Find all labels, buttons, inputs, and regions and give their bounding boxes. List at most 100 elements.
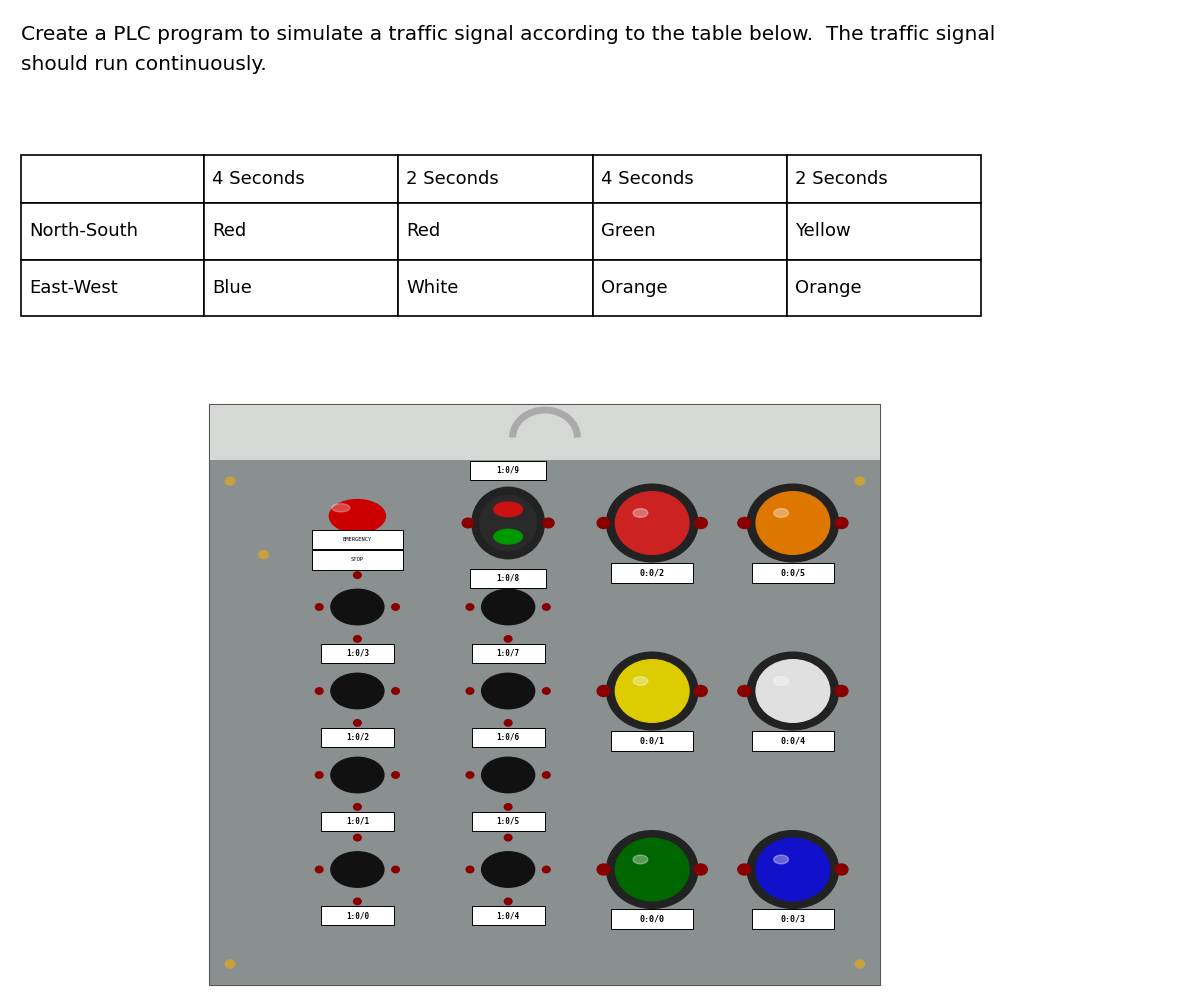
Bar [787, 203, 981, 260]
Bar [593, 260, 787, 316]
FancyBboxPatch shape [312, 550, 403, 569]
Circle shape [392, 772, 399, 779]
FancyBboxPatch shape [320, 643, 393, 662]
Circle shape [392, 604, 399, 610]
Circle shape [316, 604, 323, 610]
Text: Orange: Orange [795, 279, 862, 297]
FancyBboxPatch shape [470, 568, 545, 587]
Bar [204, 155, 398, 203]
Text: 0:0/0: 0:0/0 [640, 915, 664, 924]
Ellipse shape [482, 758, 535, 793]
FancyBboxPatch shape [471, 812, 544, 831]
Ellipse shape [332, 504, 350, 512]
Text: 0:0/2: 0:0/2 [640, 568, 664, 577]
Circle shape [543, 604, 550, 610]
Circle shape [597, 685, 610, 696]
Circle shape [225, 960, 234, 968]
Bar [593, 155, 787, 203]
Circle shape [747, 831, 839, 909]
Circle shape [343, 510, 372, 536]
FancyBboxPatch shape [611, 910, 694, 930]
Circle shape [694, 517, 707, 528]
Bar [21, 260, 204, 316]
Bar [398, 260, 593, 316]
Text: Create a PLC program to simulate a traffic signal according to the table below. : Create a PLC program to simulate a traff… [21, 25, 995, 44]
FancyBboxPatch shape [320, 906, 393, 925]
Ellipse shape [774, 855, 788, 864]
Text: Red: Red [212, 222, 246, 240]
Ellipse shape [330, 500, 385, 533]
FancyBboxPatch shape [752, 730, 834, 750]
FancyBboxPatch shape [471, 906, 544, 925]
FancyBboxPatch shape [752, 910, 834, 930]
Bar [210, 405, 880, 985]
Text: North-South: North-South [29, 222, 139, 240]
Circle shape [353, 635, 362, 642]
Ellipse shape [479, 495, 537, 551]
Circle shape [737, 517, 750, 528]
Ellipse shape [633, 676, 648, 685]
Circle shape [756, 492, 829, 554]
Circle shape [353, 719, 362, 726]
FancyBboxPatch shape [611, 563, 694, 583]
Circle shape [504, 656, 512, 662]
Circle shape [543, 687, 550, 694]
Circle shape [466, 687, 474, 694]
Bar [787, 155, 981, 203]
Circle shape [615, 659, 689, 722]
Ellipse shape [482, 589, 535, 624]
Bar [593, 203, 787, 260]
Circle shape [756, 839, 829, 901]
Text: 0:0/5: 0:0/5 [780, 568, 806, 577]
Ellipse shape [331, 673, 384, 708]
Text: 1:0/2: 1:0/2 [346, 732, 369, 741]
FancyBboxPatch shape [312, 530, 403, 549]
Circle shape [392, 867, 399, 873]
Bar [398, 203, 593, 260]
Circle shape [466, 772, 474, 779]
Circle shape [316, 867, 323, 873]
Ellipse shape [331, 852, 384, 887]
Circle shape [543, 867, 550, 873]
Text: 1:0/7: 1:0/7 [497, 648, 519, 657]
Circle shape [855, 477, 865, 485]
Circle shape [316, 772, 323, 779]
Circle shape [339, 508, 376, 538]
Bar [787, 260, 981, 316]
Circle shape [353, 835, 362, 841]
FancyBboxPatch shape [470, 461, 545, 480]
Circle shape [353, 898, 362, 905]
Text: Yellow: Yellow [795, 222, 851, 240]
Text: 1:0/0: 1:0/0 [346, 911, 369, 920]
Text: 2 Seconds: 2 Seconds [406, 170, 499, 188]
Ellipse shape [482, 673, 535, 708]
FancyBboxPatch shape [320, 727, 393, 746]
Circle shape [835, 517, 848, 528]
Text: 1:0/6: 1:0/6 [497, 732, 519, 741]
Text: 1:0/9: 1:0/9 [497, 466, 519, 475]
Circle shape [316, 687, 323, 694]
Bar [398, 155, 593, 203]
Circle shape [543, 772, 550, 779]
Ellipse shape [472, 487, 544, 559]
Circle shape [747, 652, 839, 729]
Text: should run continuously.: should run continuously. [21, 55, 267, 74]
Circle shape [504, 719, 512, 726]
Circle shape [543, 518, 554, 528]
Circle shape [504, 804, 512, 811]
Circle shape [607, 831, 697, 909]
Circle shape [353, 656, 362, 662]
FancyBboxPatch shape [471, 643, 544, 662]
Bar [210, 460, 880, 985]
Circle shape [747, 484, 839, 562]
Text: 0:0/1: 0:0/1 [640, 736, 664, 745]
Circle shape [225, 477, 234, 485]
Circle shape [504, 572, 512, 578]
Text: Red: Red [406, 222, 441, 240]
FancyBboxPatch shape [320, 812, 393, 831]
Text: EMERGENCY: EMERGENCY [343, 537, 372, 542]
Ellipse shape [331, 758, 384, 793]
Circle shape [466, 867, 474, 873]
Circle shape [607, 484, 697, 562]
Text: 2 Seconds: 2 Seconds [795, 170, 888, 188]
